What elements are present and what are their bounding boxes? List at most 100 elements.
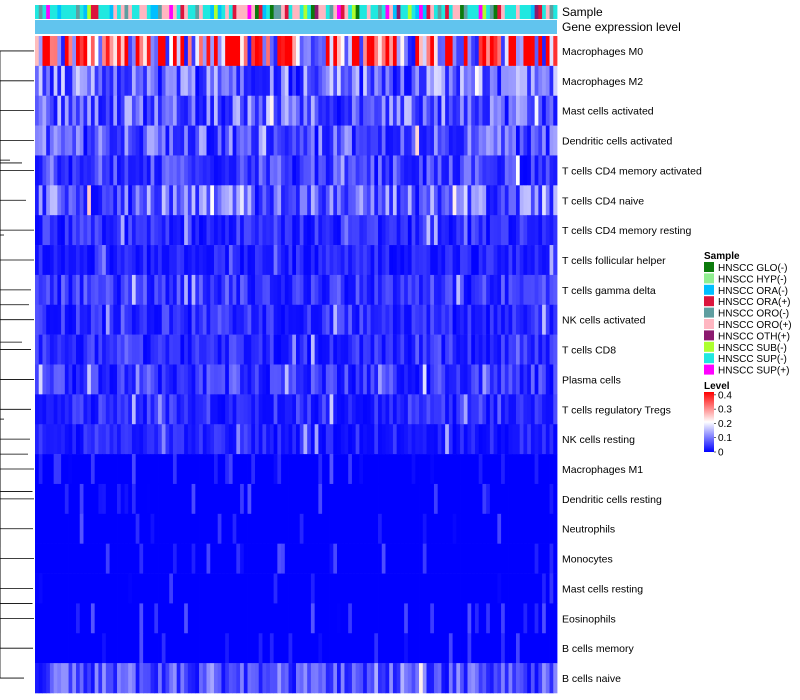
heatmap-cell xyxy=(38,483,43,515)
heatmap-cell xyxy=(508,125,513,156)
heatmap-cell xyxy=(158,155,163,186)
heatmap-cell xyxy=(310,394,316,425)
heatmap-cell xyxy=(210,185,215,216)
heatmap-cell xyxy=(400,513,405,544)
heatmap-cell xyxy=(325,155,330,186)
heatmap-cell xyxy=(385,364,390,395)
heatmap-cell xyxy=(329,334,334,365)
heatmap-cell xyxy=(109,424,114,455)
heatmap-cell xyxy=(165,125,170,156)
heatmap-cell xyxy=(217,334,222,365)
heatmap-cell xyxy=(501,65,506,97)
heatmap-cell xyxy=(482,483,487,515)
heatmap-cell xyxy=(113,185,118,216)
heatmap-cell xyxy=(422,95,427,126)
heatmap-cell xyxy=(392,274,398,306)
heatmap-cell xyxy=(385,125,390,156)
heatmap-cell xyxy=(247,334,252,365)
heatmap-cell xyxy=(38,513,43,544)
heatmap-cell xyxy=(437,454,442,485)
heatmap-cell xyxy=(542,215,547,246)
heatmap-cell xyxy=(415,125,420,156)
heatmap-cell xyxy=(143,65,148,97)
row-label: Macrophages M2 xyxy=(562,76,643,88)
heatmap-cell xyxy=(146,274,151,306)
heatmap-cell xyxy=(217,185,222,216)
heatmap-cell xyxy=(415,215,420,246)
heatmap-cell xyxy=(94,274,99,306)
heatmap-cell xyxy=(426,483,431,515)
heatmap-cell xyxy=(154,125,159,156)
heatmap-cell xyxy=(445,215,450,246)
heatmap-cell xyxy=(172,394,178,425)
heatmap-cell xyxy=(292,36,297,67)
heatmap-cell xyxy=(113,36,118,67)
heatmap-cell xyxy=(143,185,148,216)
heatmap-cell xyxy=(53,125,58,156)
heatmap-cell xyxy=(351,513,357,544)
heatmap-cell xyxy=(463,513,468,544)
heatmap-cell xyxy=(504,603,509,634)
heatmap-cell xyxy=(83,513,88,544)
heatmap-cell xyxy=(329,633,334,664)
heatmap-cell xyxy=(165,424,170,455)
heatmap-cell xyxy=(195,454,200,485)
heatmap-cell xyxy=(366,65,371,97)
heatmap-cell xyxy=(508,513,513,544)
heatmap-cell xyxy=(232,633,237,664)
heatmap-cell xyxy=(251,274,256,306)
heatmap-cell xyxy=(292,125,297,156)
heatmap-cell xyxy=(430,663,435,694)
heatmap-cell xyxy=(318,65,323,97)
heatmap-cell xyxy=(105,274,110,306)
heatmap-cell xyxy=(411,155,416,186)
heatmap-cell xyxy=(195,245,200,276)
heatmap-cell xyxy=(530,185,536,216)
legend-label: HNSCC SUP(-) xyxy=(718,354,787,365)
heatmap-cell xyxy=(117,245,122,276)
heatmap-cell xyxy=(273,95,278,126)
heatmap-cell xyxy=(381,304,386,335)
heatmap-cell xyxy=(307,36,312,67)
heatmap-cell xyxy=(284,394,289,425)
heatmap-cell xyxy=(456,483,461,515)
heatmap-cell xyxy=(299,364,304,395)
heatmap-cell xyxy=(83,155,88,186)
heatmap-cell xyxy=(460,364,465,395)
heatmap-cell xyxy=(351,454,357,485)
heatmap-cell xyxy=(322,334,327,365)
heatmap-cell xyxy=(184,304,189,335)
heatmap-cell xyxy=(38,95,43,126)
heatmap-cell xyxy=(87,125,92,156)
heatmap-cell xyxy=(545,185,550,216)
heatmap-cell xyxy=(456,125,461,156)
heatmap-cell xyxy=(471,454,476,485)
heatmap-cell xyxy=(437,36,442,67)
heatmap-cell xyxy=(508,245,513,276)
heatmap-cell xyxy=(213,65,219,97)
heatmap-cell xyxy=(519,155,524,186)
heatmap-cell xyxy=(515,304,521,335)
heatmap-cell xyxy=(146,155,151,186)
sample-annotation-cell xyxy=(445,5,450,19)
heatmap-cell xyxy=(240,215,245,246)
heatmap-cell xyxy=(184,245,189,276)
heatmap-cell xyxy=(553,573,558,604)
heatmap-cell xyxy=(120,65,125,97)
heatmap-cell xyxy=(72,513,77,544)
heatmap-cell xyxy=(448,185,453,216)
heatmap-cell xyxy=(519,573,524,604)
sample-annotation-cell xyxy=(76,5,81,19)
heatmap-cell xyxy=(273,185,278,216)
heatmap-cell xyxy=(210,454,215,485)
heatmap-cell xyxy=(460,125,465,156)
heatmap-cell xyxy=(493,663,498,694)
heatmap-cell xyxy=(463,543,468,574)
heatmap-cell xyxy=(433,394,439,425)
heatmap-cell xyxy=(497,125,502,156)
heatmap-cell xyxy=(452,633,457,664)
heatmap-cell xyxy=(437,304,442,335)
sample-annotation-cell xyxy=(68,5,73,19)
heatmap-cell xyxy=(61,215,66,246)
heatmap-cell xyxy=(433,304,439,335)
